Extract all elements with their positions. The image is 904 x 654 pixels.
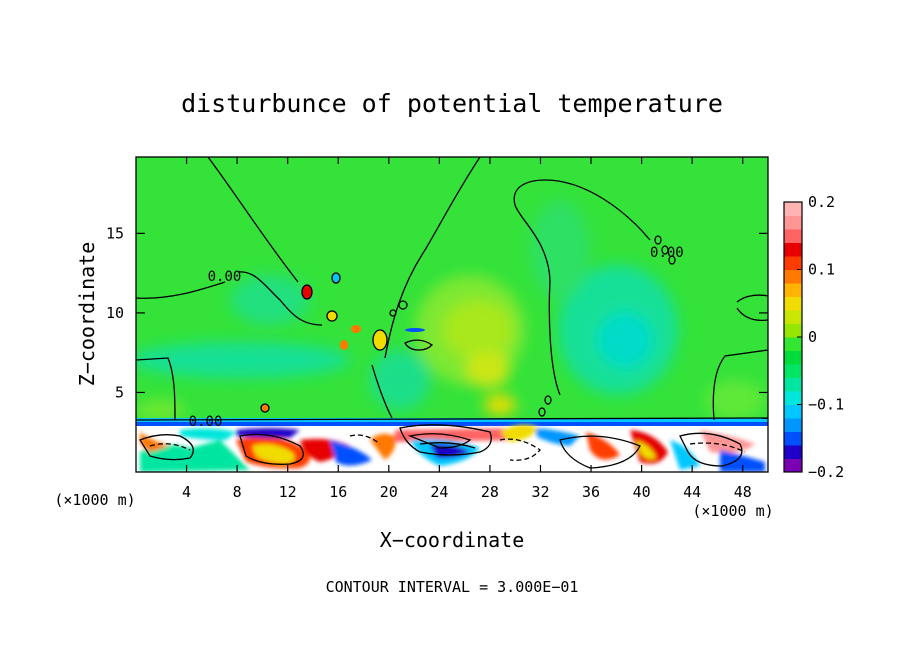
x-tick-label: 8 [233,483,242,501]
colorbar-swatch [784,242,802,257]
colorbar-swatch [784,269,802,284]
colorbar-swatch [784,323,802,338]
y-axis-ticks: 5 10 15 [106,224,768,401]
colorbar-tick-label: 0.2 [808,193,835,211]
contour-labels: 0.00 0.00 0.00 [189,245,684,430]
colorbar-swatch [784,310,802,324]
colorbar-swatch [784,364,802,378]
colorbar-swatch [784,202,802,216]
chart-title: disturbunce of potential temperature [181,89,723,118]
colorbar-swatch [784,296,802,311]
colorbar-tick-label: −0.2 [808,463,844,481]
colorbar-swatch [784,391,802,405]
x-tick-label: 28 [481,483,499,501]
contour-label: 0.00 [208,269,242,285]
x-unit-left: (×1000 m) [54,491,135,509]
contour-label: 0.00 [650,245,684,261]
colorbar-swatch [784,229,802,243]
plot-area [136,157,768,472]
x-tick-label: 16 [329,483,347,501]
x-tick-label: 40 [633,483,651,501]
x-tick-label: 4 [182,483,191,501]
colorbar-swatch [784,215,802,230]
field-blobs [261,273,425,412]
field-upper [136,200,765,420]
colorbar-tick-label: 0.1 [808,261,835,279]
colorbar-swatch [784,337,802,351]
x-tick-label: 24 [430,483,448,501]
colorbar-swatch [784,458,802,473]
contour-lines [136,157,768,469]
x-tick-label: 32 [531,483,549,501]
colorbar-swatch [784,283,802,297]
y-axis-label: Z−coordinate [75,242,99,387]
colorbar-swatch [784,445,802,459]
x-axis-label: X−coordinate [380,528,525,552]
colorbar-tick-label: 0 [808,328,817,346]
x-tick-label: 44 [683,483,701,501]
x-tick-label: 20 [380,483,398,501]
field-boundary-layer [136,418,768,472]
contour-lines-dashed [149,434,746,461]
x-tick-label: 12 [279,483,297,501]
colorbar-swatch [784,350,802,365]
colorbar-swatch [784,418,802,432]
plot-frame [135,156,769,473]
x-axis-ticks: 4 8 12 16 20 24 28 32 36 40 44 48 [182,157,752,501]
colorbar-swatch [784,256,802,270]
colorbar-swatch [784,431,802,446]
colorbar-tick-label: −0.1 [808,396,844,414]
colorbar-swatch [784,404,802,419]
y-tick-label: 10 [106,304,124,322]
x-tick-label: 48 [734,483,752,501]
x-tick-label: 36 [582,483,600,501]
y-tick-label: 5 [115,383,124,401]
contour-label: 0.00 [189,414,223,430]
contour-interval-note: CONTOUR INTERVAL = 3.000E−01 [326,578,579,596]
x-unit-right: (×1000 m) [692,502,773,520]
colorbar-swatch [784,377,802,392]
colorbar: 0.2 0.1 0 −0.1 −0.2 [783,193,844,481]
y-tick-label: 15 [106,224,124,242]
